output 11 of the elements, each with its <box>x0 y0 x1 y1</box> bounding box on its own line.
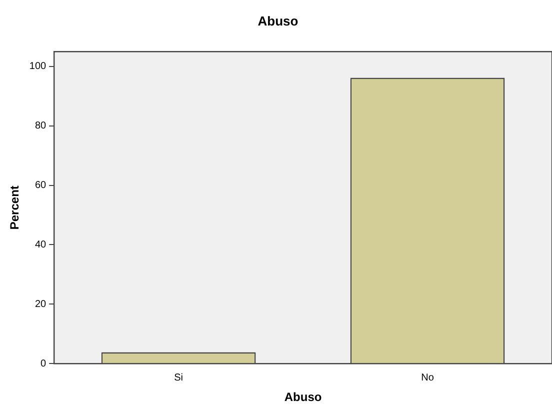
y-tick-label: 40 <box>34 239 47 250</box>
y-tick-label: 0 <box>40 358 47 370</box>
x-tick-label: Si <box>174 372 184 384</box>
y-tick-label: 20 <box>34 298 47 310</box>
y-axis-title: Percent <box>8 186 22 230</box>
x-axis-title: Abuso <box>284 390 322 404</box>
y-tick-label: 60 <box>34 180 47 192</box>
y-tick-label: 80 <box>34 120 47 132</box>
chart-title: Abuso <box>258 13 298 28</box>
y-tick-label: 100 <box>29 61 47 72</box>
x-tick-label: No <box>421 372 434 384</box>
